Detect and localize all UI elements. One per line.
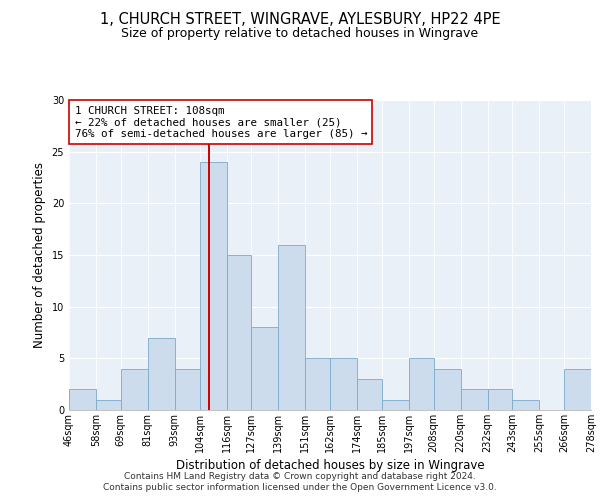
- Bar: [175, 368, 199, 410]
- Bar: [278, 244, 305, 410]
- Bar: [357, 379, 382, 410]
- Bar: [69, 390, 96, 410]
- Bar: [148, 338, 175, 410]
- Bar: [305, 358, 330, 410]
- X-axis label: Distribution of detached houses by size in Wingrave: Distribution of detached houses by size …: [176, 459, 484, 472]
- Bar: [199, 162, 227, 410]
- Text: 1, CHURCH STREET, WINGRAVE, AYLESBURY, HP22 4PE: 1, CHURCH STREET, WINGRAVE, AYLESBURY, H…: [100, 12, 500, 28]
- Y-axis label: Number of detached properties: Number of detached properties: [33, 162, 46, 348]
- Bar: [461, 390, 487, 410]
- Bar: [487, 390, 512, 410]
- Text: Contains public sector information licensed under the Open Government Licence v3: Contains public sector information licen…: [103, 483, 497, 492]
- Bar: [433, 368, 461, 410]
- Bar: [330, 358, 357, 410]
- Text: Size of property relative to detached houses in Wingrave: Size of property relative to detached ho…: [121, 28, 479, 40]
- Bar: [121, 368, 148, 410]
- Bar: [382, 400, 409, 410]
- Bar: [409, 358, 433, 410]
- Bar: [564, 368, 591, 410]
- Bar: [512, 400, 539, 410]
- Text: Contains HM Land Registry data © Crown copyright and database right 2024.: Contains HM Land Registry data © Crown c…: [124, 472, 476, 481]
- Bar: [96, 400, 121, 410]
- Bar: [227, 255, 251, 410]
- Text: 1 CHURCH STREET: 108sqm
← 22% of detached houses are smaller (25)
76% of semi-de: 1 CHURCH STREET: 108sqm ← 22% of detache…: [74, 106, 367, 139]
- Bar: [251, 328, 278, 410]
